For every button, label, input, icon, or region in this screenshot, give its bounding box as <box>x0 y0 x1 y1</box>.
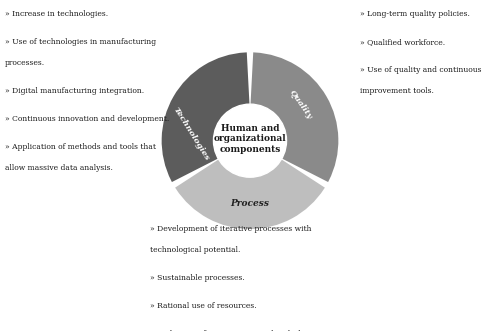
Text: » Reduction of waste associated with the: » Reduction of waste associated with the <box>150 330 308 331</box>
Circle shape <box>214 104 286 177</box>
Text: technological potential.: technological potential. <box>150 246 240 254</box>
Text: » Long-term quality policies.: » Long-term quality policies. <box>360 10 470 18</box>
Text: » Application of methods and tools that: » Application of methods and tools that <box>5 143 156 151</box>
Text: Process: Process <box>230 199 270 208</box>
Text: improvement tools.: improvement tools. <box>360 87 434 95</box>
Text: » Qualified workforce.: » Qualified workforce. <box>360 38 445 46</box>
Text: Technologies: Technologies <box>171 106 210 162</box>
Text: » Increase in technologies.: » Increase in technologies. <box>5 10 108 18</box>
Text: Human and
organizational
components: Human and organizational components <box>214 124 286 154</box>
Wedge shape <box>177 161 323 228</box>
Text: » Sustainable processes.: » Sustainable processes. <box>150 274 245 282</box>
Text: » Rational use of resources.: » Rational use of resources. <box>150 302 256 310</box>
Text: » Continuous innovation and development.: » Continuous innovation and development. <box>5 115 169 123</box>
Text: » Digital manufacturing integration.: » Digital manufacturing integration. <box>5 87 144 95</box>
Text: allow massive data analysis.: allow massive data analysis. <box>5 164 113 172</box>
Text: processes.: processes. <box>5 59 45 67</box>
Wedge shape <box>163 54 248 180</box>
Text: » Use of quality and continuous: » Use of quality and continuous <box>360 66 482 74</box>
Text: Quality: Quality <box>288 88 314 120</box>
Text: » Development of iterative processes with: » Development of iterative processes wit… <box>150 225 312 233</box>
Wedge shape <box>252 54 337 180</box>
Text: » Use of technologies in manufacturing: » Use of technologies in manufacturing <box>5 38 156 46</box>
